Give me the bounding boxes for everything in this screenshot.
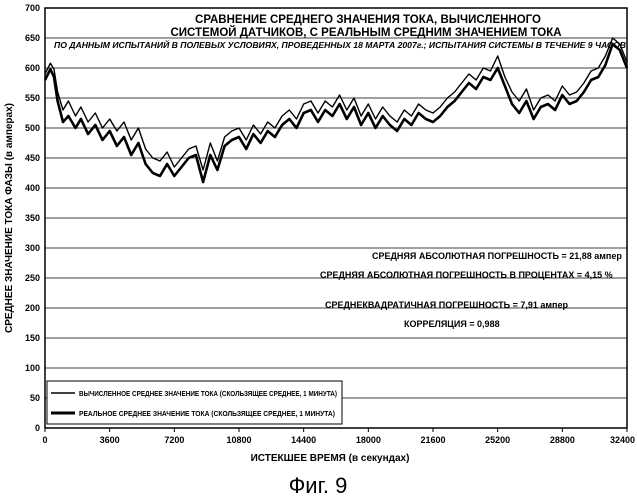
legend-label-actual: РЕАЛЬНОЕ СРЕДНЕЕ ЗНАЧЕНИЕ ТОКА (СКОЛЬЗЯЩ… — [79, 409, 335, 418]
chart-title-line-2: СИСТЕМОЙ ДАТЧИКОВ, С РЕАЛЬНЫМ СРЕДНИМ ЗН… — [170, 26, 561, 39]
legend-label-calculated: ВЫЧИСЛЕННОЕ СРЕДНЕЕ ЗНАЧЕНИЕ ТОКА (СКОЛЬ… — [79, 389, 337, 398]
y-tick-label: 550 — [25, 93, 40, 103]
x-tick-label: 0 — [42, 435, 47, 445]
y-tick-label: 0 — [35, 423, 40, 433]
x-tick-label: 32400 — [610, 435, 635, 445]
y-tick-label: 100 — [25, 363, 40, 373]
x-tick-label: 14400 — [291, 435, 316, 445]
y-tick-label: 400 — [25, 183, 40, 193]
x-axis-label: ИСТЕКШЕЕ ВРЕМЯ (в секундах) — [251, 453, 410, 464]
y-tick-label: 50 — [30, 393, 40, 403]
x-tick-label: 25200 — [485, 435, 510, 445]
chart-subtitle: ПО ДАННЫМ ИСПЫТАНИЙ В ПОЛЕВЫХ УСЛОВИЯХ, … — [54, 41, 626, 50]
x-tick-label: 7200 — [164, 435, 184, 445]
x-tick-label: 21600 — [420, 435, 445, 445]
y-tick-label: 500 — [25, 123, 40, 133]
x-tick-label: 3600 — [100, 435, 120, 445]
y-tick-labels: 0 50 100 150 200 250 300 350 400 450 500 550 600 650 7… — [25, 3, 40, 433]
y-tick-label: 250 — [25, 273, 40, 283]
annotation-rms-error: СРЕДНЕКВАДРАТИЧНАЯ ПОГРЕШНОСТЬ = 7,91 ам… — [325, 300, 568, 310]
x-tick-label: 28800 — [550, 435, 575, 445]
chart-title-line-1: СРАВНЕНИЕ СРЕДНЕГО ЗНАЧЕНИЯ ТОКА, ВЫЧИСЛ… — [195, 14, 541, 26]
x-tick-label: 18000 — [356, 435, 381, 445]
figure-caption: Фиг. 9 — [289, 473, 348, 498]
annotation-mean-abs-error: СРЕДНЯЯ АБСОЛЮТНАЯ ПОГРЕШНОСТЬ = 21,88 а… — [372, 251, 622, 261]
y-tick-label: 300 — [25, 243, 40, 253]
annotation-correlation: КОРРЕЛЯЦИЯ = 0,988 — [404, 319, 500, 329]
legend: ВЫЧИСЛЕННОЕ СРЕДНЕЕ ЗНАЧЕНИЕ ТОКА (СКОЛЬ… — [47, 381, 342, 424]
x-tick-label: 10800 — [226, 435, 251, 445]
y-tick-label: 150 — [25, 333, 40, 343]
y-tick-label: 700 — [25, 3, 40, 13]
y-axis-label: СРЕДНЕЕ ЗНАЧЕНИЕ ТОКА ФАЗЫ (в амперах) — [4, 103, 15, 333]
y-tick-label: 600 — [25, 63, 40, 73]
y-tick-label: 350 — [25, 213, 40, 223]
y-tick-label: 450 — [25, 153, 40, 163]
annotation-mean-abs-error-pct: СРЕДНЯЯ АБСОЛЮТНАЯ ПОГРЕШНОСТЬ В ПРОЦЕНТ… — [320, 270, 613, 280]
y-tick-label: 200 — [25, 303, 40, 313]
y-tick-label: 650 — [25, 33, 40, 43]
